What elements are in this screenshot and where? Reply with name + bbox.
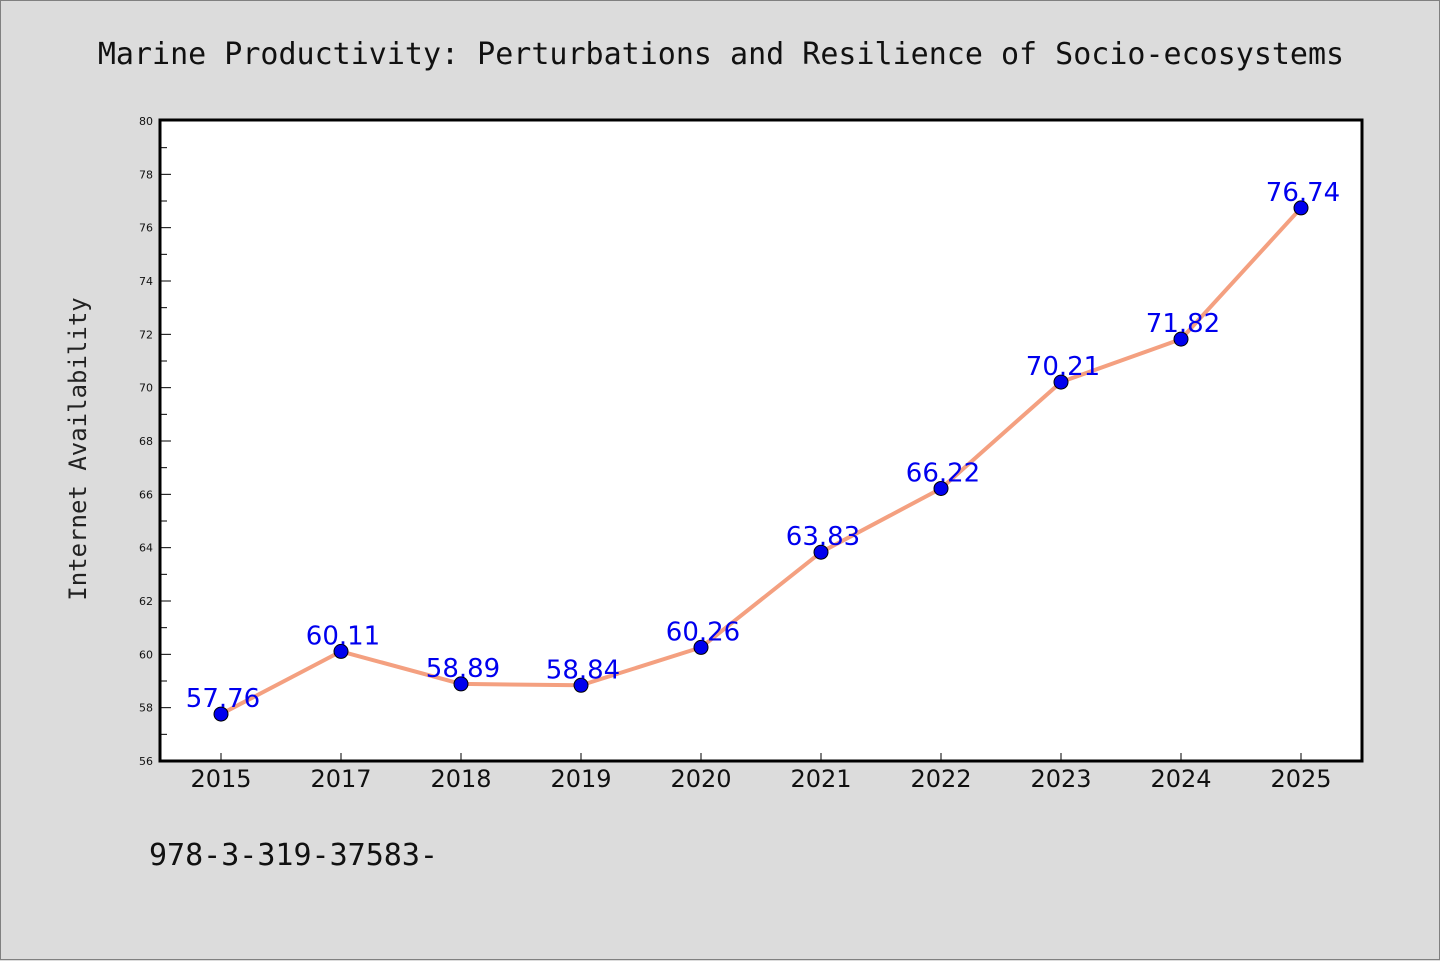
x-tick-label: 2021 [790,765,851,793]
data-label: 60.11 [306,621,380,651]
data-point [1173,331,1189,347]
data-point [1053,374,1069,390]
y-tick-label: 72 [139,328,153,341]
data-label: 70.21 [1026,352,1100,382]
data-labels-layer: 57.76 60.11 58.89 58.84 60.26 63.83 66.22 70.21… [186,178,1340,714]
y-tick-label: 68 [139,435,153,448]
y-tick-label: 56 [139,755,153,768]
x-tick-label: 2018 [430,765,491,793]
data-label: 71.82 [1146,309,1220,339]
x-tick-label: 2024 [1150,765,1211,793]
data-label: 76.74 [1266,178,1340,208]
x-axis: 2015 2017 2018 2019 2020 2021 2022 2023 2024 2025 [190,753,1332,793]
x-tick-label: 2020 [670,765,731,793]
markers-layer [213,200,1309,722]
data-point [573,677,589,693]
plot-area [158,118,1364,763]
series-line [219,205,1303,717]
data-point [333,643,349,659]
y-tick-label: 70 [139,382,153,395]
x-tick-label: 2025 [1270,765,1331,793]
y-axis-label: Internet Availability [64,297,92,600]
data-point [453,676,469,692]
footer-isbn: 978-3-319-37583- [149,838,438,873]
y-tick-label: 66 [139,488,153,501]
y-tick-label: 74 [139,275,153,288]
x-tick-label: 2015 [190,765,251,793]
chart-title: Marine Productivity: Perturbations and R… [98,37,1344,72]
data-label: 58.89 [426,654,500,684]
data-point [813,544,829,560]
y-tick-label: 62 [139,595,153,608]
y-tick-label: 60 [139,648,153,661]
data-label: 60.26 [666,617,740,647]
data-point [933,480,949,496]
y-tick-label: 64 [139,542,153,555]
y-tick-label: 78 [139,168,153,181]
y-axis: 56 58 60 62 64 66 68 70 72 74 76 78 80 [139,115,171,768]
data-label: 58.84 [546,655,620,685]
data-label: 63.83 [786,522,860,552]
data-point [693,639,709,655]
x-tick-label: 2022 [910,765,971,793]
x-tick-label: 2019 [550,765,611,793]
y-tick-label: 58 [139,702,153,715]
data-label: 66.22 [906,458,980,488]
series-layer [219,205,1303,717]
data-point [213,706,229,722]
y-tick-label: 76 [139,222,153,235]
x-tick-label: 2017 [310,765,371,793]
data-label: 57.76 [186,684,260,714]
x-tick-label: 2023 [1030,765,1091,793]
data-point [1293,200,1309,216]
y-tick-label: 80 [139,115,153,128]
